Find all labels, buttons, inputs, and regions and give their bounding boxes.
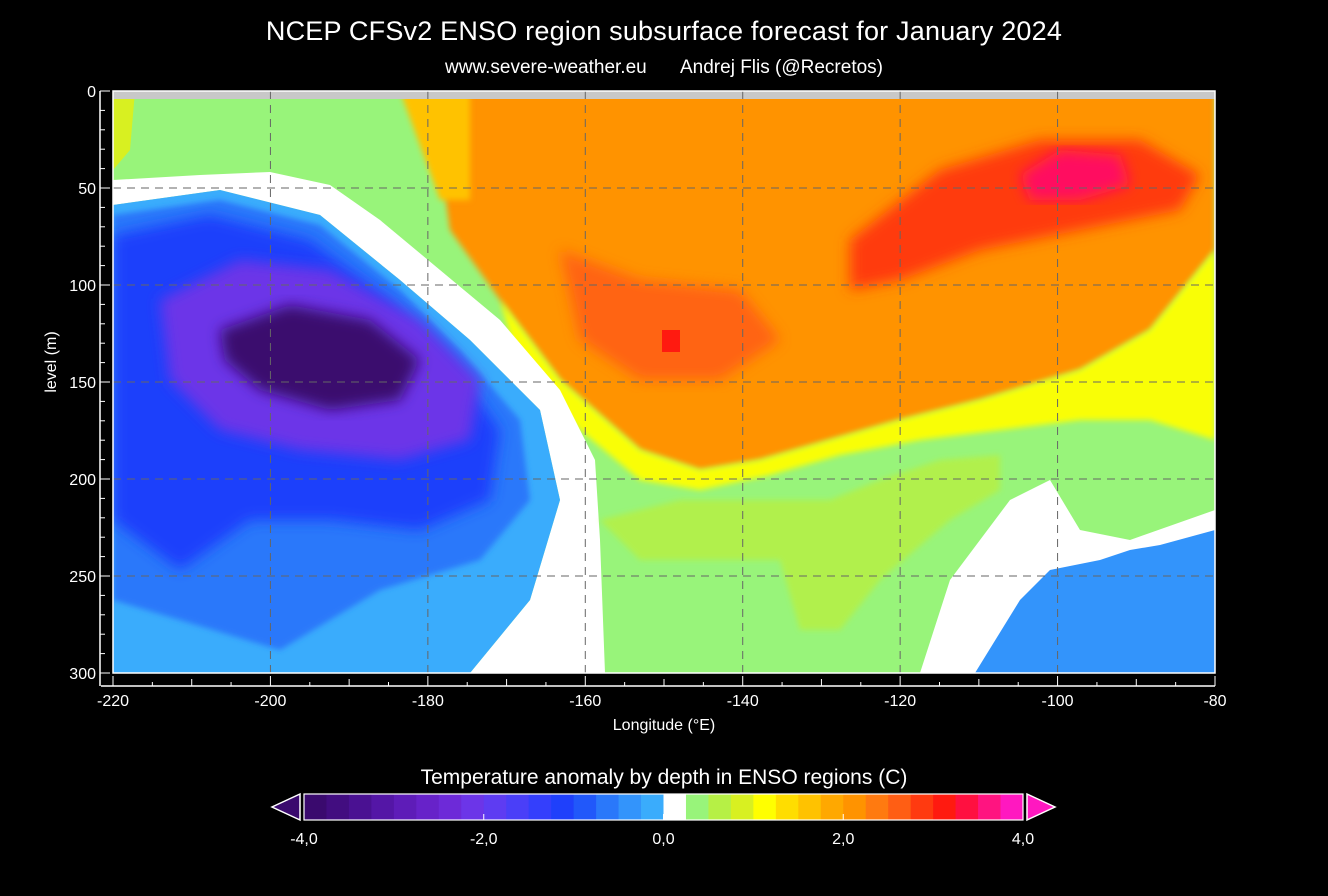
y-tick-label: 100: [69, 278, 96, 295]
colorbar-swatch: [888, 794, 912, 820]
colorbar-swatch: [461, 794, 485, 820]
colorbar-swatch: [775, 794, 799, 820]
colorbar-swatch: [933, 794, 957, 820]
axes: -220 -200 -180 -160 -140 -120 -100 -80 Longitude…: [43, 84, 1227, 734]
colorbar-swatch: [730, 794, 754, 820]
colorbar-swatch: [326, 794, 350, 820]
plot-frame: [112, 90, 1216, 674]
y-tick-label: 250: [69, 569, 96, 586]
x-tick-label: -120: [884, 693, 916, 710]
colorbar-swatch: [438, 794, 462, 820]
colorbar-swatch: [663, 794, 687, 820]
colorbar-swatch: [753, 794, 777, 820]
colorbar-swatch: [393, 794, 417, 820]
colorbar-swatch: [843, 794, 867, 820]
colorbar-swatch: [910, 794, 934, 820]
colorbar-tick-label: 2,0: [832, 831, 854, 848]
colorbar-min-arrow: [270, 792, 301, 822]
chart-subtitle: www.severe-weather.eu Andrej Flis (@Recr…: [0, 57, 1328, 79]
colorbar-swatch: [528, 794, 552, 820]
colorbar-swatch: [708, 794, 732, 820]
colorbar-swatch: [596, 794, 620, 820]
warm-strip-upper: [400, 91, 470, 200]
warm-core-magenta: [1020, 150, 1130, 200]
colorbar-swatch: [573, 794, 597, 820]
colorbar-swatch: [551, 794, 575, 820]
gridlines: [113, 91, 1215, 673]
x-tick-label: -140: [727, 693, 759, 710]
x-tick-label: -100: [1042, 693, 1074, 710]
y-tick-label: 150: [69, 375, 96, 392]
cold-region-deep-right: [975, 530, 1215, 673]
author-credit: Andrej Flis (@Recretos): [680, 57, 883, 78]
x-axis-label: Longitude (°E): [613, 717, 715, 734]
colorbar-swatch: [618, 794, 642, 820]
colorbar-tick-label: -2,0: [470, 831, 498, 848]
site-credit: www.severe-weather.eu: [445, 57, 647, 78]
y-tick-label: 50: [78, 181, 96, 198]
colorbar-title: Temperature anomaly by depth in ENSO reg…: [420, 766, 908, 789]
y-tick-label: 200: [69, 472, 96, 489]
x-tick-label: -80: [1203, 693, 1226, 710]
y-tick-label: 0: [87, 84, 96, 101]
neutral-white-band: [113, 172, 605, 673]
x-tick-label: -220: [97, 693, 129, 710]
y-tick-label: 300: [69, 666, 96, 683]
x-tick-label: -200: [254, 693, 286, 710]
x-tick-label: -180: [412, 693, 444, 710]
chart-title: NCEP CFSv2 ENSO region subsurface foreca…: [265, 16, 1063, 46]
colorbar-swatch: [1000, 794, 1024, 820]
colorbar-swatch: [506, 794, 530, 820]
colorbar-swatch: [371, 794, 395, 820]
missing-data-strip: [113, 91, 1215, 99]
x-tick-label: -160: [569, 693, 601, 710]
colorbar-swatch: [304, 794, 327, 820]
colorbar-swatch: [955, 794, 979, 820]
colorbar-swatch: [978, 794, 1002, 820]
colorbar-swatch: [348, 794, 372, 820]
colorbar-swatch: [641, 794, 664, 820]
y-axis-label: level (m): [43, 331, 60, 392]
colorbar-swatch: [483, 794, 507, 820]
colorbar-swatch: [685, 794, 709, 820]
warm-region-red-orange: [560, 250, 780, 380]
colorbar-swatch: [865, 794, 889, 820]
warm-region-yellow: [500, 250, 1215, 490]
colorbar-max-arrow: [1026, 792, 1057, 822]
cool-yellowgreen-left: [113, 91, 135, 170]
colorbar: -4,0 -2,0 0,0 2,0 4,0: [270, 792, 1057, 848]
colorbar-tick-label: -4,0: [290, 831, 318, 848]
colorbar-tick-label: 0,0: [652, 831, 674, 848]
heatmap-field: [113, 91, 1215, 673]
colorbar-tick-label: 4,0: [1012, 831, 1034, 848]
colorbar-swatch: [416, 794, 440, 820]
colorbar-swatch: [798, 794, 822, 820]
colorbar-swatch: [820, 794, 844, 820]
warm-core-dot: [662, 330, 680, 352]
